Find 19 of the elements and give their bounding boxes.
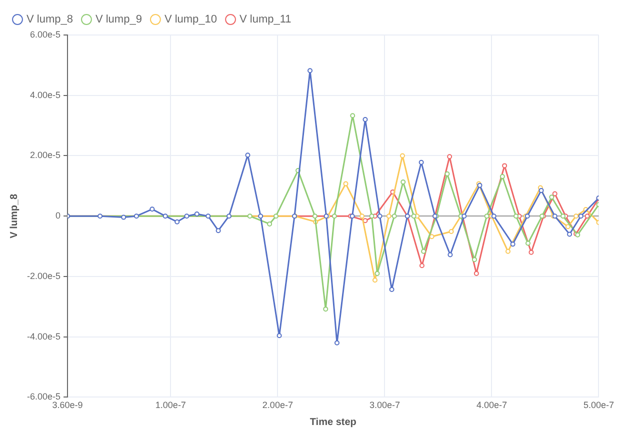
legend-label: V lump_8 (26, 14, 73, 26)
y-tick-label: -2.00e-5 (26, 270, 61, 281)
y-tick-label: 6.00e-5 (30, 29, 61, 40)
legend-label: V lump_9 (95, 14, 142, 26)
x-tick-label: 4.00e-7 (476, 400, 507, 410)
x-tick-label: 3.00e-7 (369, 400, 400, 410)
x-tick-label: 5.00e-7 (583, 400, 614, 410)
x-tick-label: 2.00e-7 (262, 400, 293, 410)
y-tick-label: 0 (56, 210, 61, 221)
x-tick-label: 3.60e-9 (52, 400, 83, 410)
y-tick-label: -6.00e-5 (26, 392, 61, 402)
y-tick-label: -4.00e-5 (26, 331, 61, 342)
legend-label: V lump_11 (240, 14, 292, 26)
x-tick-label: 1.00e-7 (155, 400, 186, 410)
y-tick-label: 2.00e-5 (30, 150, 61, 160)
x-axis-title: Time step (310, 416, 356, 428)
legend-label: V lump_10 (164, 14, 218, 26)
y-axis-title: V lump_8 (8, 193, 20, 238)
y-tick-label: 4.00e-5 (30, 90, 61, 100)
